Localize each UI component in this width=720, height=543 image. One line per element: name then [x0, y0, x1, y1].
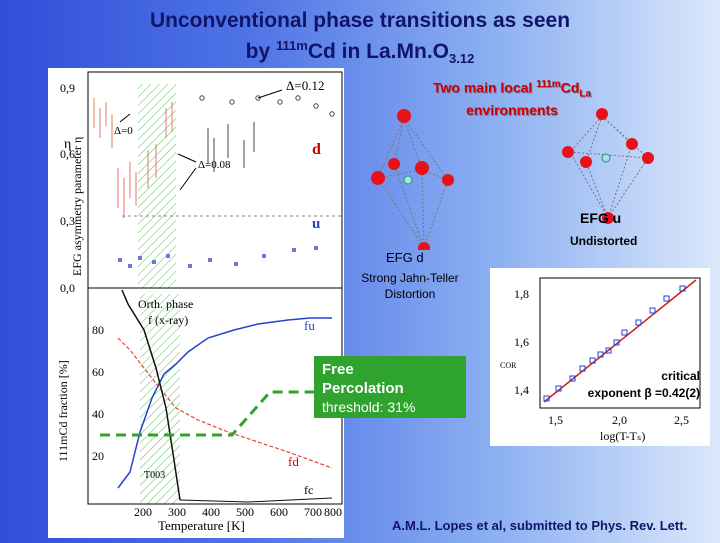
label-orth-xray: f (x-ray)	[148, 313, 188, 327]
title-isotope-sup: 111m	[276, 38, 308, 53]
ytick-bottom-4: 20	[92, 449, 104, 463]
free-perc-line1: Free	[322, 361, 354, 378]
title-line-1: Unconventional phase transitions as seen	[149, 9, 571, 32]
efg-u-label: EFG u	[580, 210, 622, 226]
environments-title: Two main local 111mCdLa environments	[392, 76, 632, 119]
ytick-top-2: 0,6	[60, 147, 75, 161]
xtick-800: 800	[324, 505, 342, 519]
threshold-text: threshold: 31%	[322, 399, 416, 415]
annot-delta-008: Δ=0.08	[198, 159, 231, 171]
inset-ytick-2: 1,6	[514, 335, 529, 349]
annot-u: u	[312, 216, 320, 232]
ytick-top-4: 0,0	[60, 281, 75, 295]
xtick-300: 300	[168, 505, 186, 519]
title-line-2: by 111mCd in La.Mn.O3.12	[0, 33, 720, 71]
x-axis-label: Temperature [K]	[158, 518, 245, 533]
series-u-top	[118, 246, 318, 268]
inset-xtick-3: 2,5	[674, 413, 689, 427]
free-perc-line2: Percolation	[322, 380, 404, 397]
inset-ylabel: COR	[500, 361, 517, 370]
octahedron-u-bonds	[569, 115, 649, 219]
series-fd-line	[117, 337, 333, 469]
inset-ytick-1: 1,8	[514, 287, 529, 301]
title-by: by	[245, 40, 277, 63]
critical-line2: exponent β =0.42(2)	[587, 386, 700, 400]
title-formula: Cd in La.Mn.O	[307, 40, 449, 63]
series-fu-line	[117, 317, 332, 489]
series-d-top	[93, 98, 173, 218]
critical-exponent-text: critical exponent β =0.42(2)	[560, 368, 700, 402]
ytick-top-1: 0,9	[60, 81, 75, 95]
series-d-top-black	[199, 95, 335, 172]
inset-ytick-3: 1,4	[514, 383, 529, 397]
label-orth-phase: Orth. phase	[138, 297, 193, 311]
octahedron-d-center	[403, 175, 413, 185]
inset-xtick-2: 2,0	[612, 413, 627, 427]
xtick-400: 400	[202, 505, 220, 519]
annot-d: d	[312, 141, 321, 158]
env-title-pre: Two main local	[432, 79, 537, 96]
annotation-arrows	[119, 89, 283, 191]
data-plot-panel: 0,9 0,6 0,3 0,0 η	[48, 68, 344, 538]
label-fd: fd	[288, 454, 299, 469]
hatched-region-bottom	[140, 294, 180, 504]
free-percolation-box: Free Percolation threshold: 31%	[314, 356, 466, 418]
critical-line1: critical	[661, 369, 700, 383]
label-fc: fc	[304, 483, 313, 497]
strong-jt-label: Strong Jahn-Teller Distortion	[361, 271, 459, 301]
xtick-700: 700	[304, 505, 322, 519]
inset-fit-line	[543, 279, 697, 403]
inset-plot-svg: 1,8 1,6 1,4 COR 1,5 2,0 2,5 log(T-Tₛ)	[500, 277, 701, 443]
octahedron-d-oxygens	[371, 109, 454, 250]
series-fc-tail	[179, 497, 333, 503]
env-title-sup: 111m	[536, 79, 561, 90]
title-formula-sub: 3.12	[449, 51, 475, 67]
annot-delta-0: Δ=0	[114, 125, 133, 137]
inset-frame	[539, 277, 701, 409]
label-fu: fu	[304, 318, 315, 333]
ytick-top-3: 0,3	[60, 214, 75, 228]
octahedron-u-oxygens	[562, 108, 654, 224]
env-title-mid: Cd	[560, 79, 580, 96]
xtick-500: 500	[236, 505, 254, 519]
inset-points	[543, 285, 686, 402]
reference-text: A.M.L. Lopes et al, submitted to Phys. R…	[392, 518, 688, 533]
octahedra-diagram	[371, 108, 654, 250]
xtick-600: 600	[270, 505, 288, 519]
ytick-bottom-1: 80	[92, 323, 104, 337]
xtick-200: 200	[134, 505, 152, 519]
inset-plot: 1,8 1,6 1,4 COR 1,5 2,0 2,5 log(T-Tₛ)	[490, 268, 710, 446]
label-t003: T003	[144, 470, 165, 481]
slide-title: Unconventional phase transitions as seen…	[0, 8, 720, 71]
efg-d-label: EFG d	[386, 250, 424, 265]
undistorted-label: Undistorted	[570, 234, 638, 248]
octahedron-d-bonds	[377, 117, 449, 249]
data-plot-svg: 0,9 0,6 0,3 0,0 η	[60, 71, 343, 533]
ytick-bottom-3: 40	[92, 407, 104, 421]
env-title-line2: environments	[466, 102, 558, 119]
octahedron-u-center	[601, 153, 611, 163]
series-fc-line	[121, 289, 181, 501]
inset-xtick-1: 1,5	[548, 413, 563, 427]
annot-delta-012: Δ=0.12	[286, 78, 324, 93]
env-title-sub: La	[579, 88, 592, 100]
eta-symbol: η	[64, 137, 71, 152]
inset-xlabel: log(T-Tₛ)	[600, 429, 645, 443]
ytick-bottom-2: 60	[92, 365, 104, 379]
